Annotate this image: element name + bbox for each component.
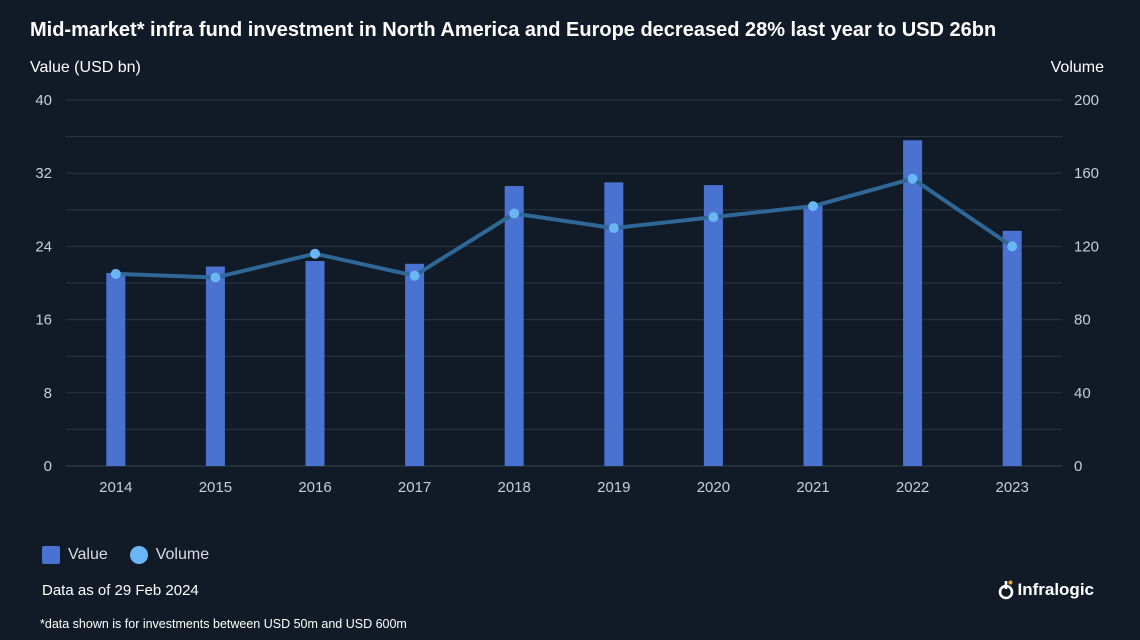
left-axis-tick-label: 32 <box>35 165 52 182</box>
value-bar <box>405 263 425 466</box>
legend-volume-label: Volume <box>155 546 210 563</box>
x-axis-tick-label: 2021 <box>796 479 829 496</box>
left-axis-tick-label: 16 <box>35 312 52 329</box>
footnote: *data shown is for investments between U… <box>40 617 407 631</box>
volume-point <box>708 212 719 223</box>
right-axis-tick-label: 0 <box>1074 458 1082 475</box>
right-axis-tick-label: 160 <box>1074 165 1099 182</box>
value-swatch-icon <box>42 546 60 564</box>
logo-text: Infralogic <box>1017 580 1094 599</box>
volume-point <box>608 223 619 234</box>
left-axis-tick-label: 40 <box>35 92 52 109</box>
legend-item-value[interactable]: Value <box>42 546 108 564</box>
value-bar <box>205 266 225 466</box>
legend-value-label: Value <box>68 546 108 563</box>
infralogic-logo-icon <box>999 580 1014 600</box>
volume-point <box>509 208 520 219</box>
chart-legend: Value Volume <box>42 546 231 564</box>
x-axis-tick-label: 2018 <box>498 479 531 496</box>
volume-point <box>110 268 121 279</box>
combo-chart: 0 8 16 24 32 40 0 40 80 120 160 200 2014 2015 2016 2017… <box>35 92 1099 496</box>
x-axis-tick-label: 2020 <box>697 479 730 496</box>
x-axis-tick-label: 2016 <box>298 479 331 496</box>
legend-item-volume[interactable]: Volume <box>129 546 210 564</box>
right-axis-tick-label: 80 <box>1074 312 1091 329</box>
volume-point <box>409 270 420 281</box>
x-axis-tick-label: 2017 <box>398 479 431 496</box>
value-bar <box>803 205 823 466</box>
x-axis-tick-label: 2014 <box>99 479 132 496</box>
volume-line <box>113 176 1015 280</box>
left-axis-tick-label: 0 <box>44 458 52 475</box>
value-bar <box>305 261 325 466</box>
value-bar <box>504 186 524 466</box>
x-axis-tick-label: 2019 <box>597 479 630 496</box>
value-bar <box>703 185 723 466</box>
volume-swatch-icon <box>129 546 148 564</box>
left-axis-title: Value (USD bn) <box>30 59 141 76</box>
chart-title: Mid-market* infra fund investment in Nor… <box>30 19 997 41</box>
left-axis-tick-label: 24 <box>35 238 52 255</box>
right-axis-tick-label: 200 <box>1074 92 1099 109</box>
value-bar <box>604 182 624 466</box>
value-bar <box>903 140 923 466</box>
volume-point <box>1007 241 1018 252</box>
value-bar <box>1002 230 1022 466</box>
data-as-of-note: Data as of 29 Feb 2024 <box>42 582 199 599</box>
value-bar <box>106 272 126 466</box>
left-axis-tick-label: 8 <box>44 385 52 402</box>
volume-point <box>210 272 221 283</box>
right-axis-tick-label: 120 <box>1074 238 1099 255</box>
infralogic-logo: Infralogic <box>998 580 1094 600</box>
right-axis-tick-label: 40 <box>1074 385 1091 402</box>
volume-point <box>310 248 320 259</box>
x-axis-tick-label: 2015 <box>199 479 232 496</box>
volume-point <box>808 201 818 212</box>
x-axis-tick-label: 2022 <box>896 479 929 496</box>
volume-point <box>907 173 918 184</box>
x-axis-tick-label: 2023 <box>996 479 1029 496</box>
right-axis-title: Volume <box>1050 59 1104 76</box>
